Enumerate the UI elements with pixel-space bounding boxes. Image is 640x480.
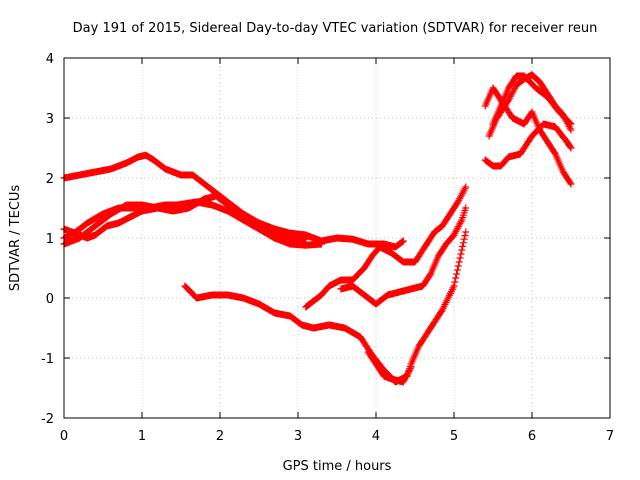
data-point bbox=[461, 185, 469, 193]
data-point bbox=[453, 270, 461, 278]
data-point bbox=[460, 235, 468, 243]
x-tick-label: 3 bbox=[294, 429, 302, 444]
y-tick-label: 0 bbox=[46, 292, 54, 307]
x-tick-label: 7 bbox=[606, 429, 614, 444]
y-tick-label: 3 bbox=[46, 112, 54, 127]
x-tick-label: 2 bbox=[216, 429, 224, 444]
series-trace-j bbox=[481, 120, 575, 170]
x-tick-label: 4 bbox=[372, 429, 380, 444]
data-point bbox=[567, 144, 575, 152]
data-point bbox=[302, 235, 310, 243]
data-point bbox=[399, 237, 407, 245]
data-point bbox=[458, 246, 466, 254]
data-point bbox=[566, 143, 574, 151]
x-tick-label: 1 bbox=[138, 429, 146, 444]
data-point bbox=[407, 363, 415, 371]
y-tick-label: 2 bbox=[46, 172, 54, 187]
chart-title: Day 191 of 2015, Sidereal Day-to-day VTE… bbox=[73, 21, 598, 36]
data-point bbox=[405, 366, 413, 374]
data-point bbox=[567, 180, 575, 188]
series-trace-i bbox=[481, 84, 575, 188]
x-tick-label: 6 bbox=[528, 429, 536, 444]
y-tick-label: -1 bbox=[41, 352, 54, 367]
data-point bbox=[451, 278, 459, 286]
plot-frame bbox=[63, 57, 611, 419]
data-point bbox=[461, 232, 469, 240]
data-point bbox=[566, 119, 574, 127]
y-tick-label: 1 bbox=[46, 232, 54, 247]
data-point bbox=[508, 89, 516, 97]
x-axis-label: GPS time / hours bbox=[283, 459, 392, 474]
data-point bbox=[567, 126, 575, 134]
series-trace-g bbox=[337, 204, 470, 308]
data-point bbox=[204, 197, 212, 205]
data-point bbox=[451, 229, 459, 237]
data-point bbox=[459, 242, 467, 250]
data-layer bbox=[60, 71, 575, 386]
data-point bbox=[400, 376, 408, 384]
data-point bbox=[457, 191, 465, 199]
data-point bbox=[456, 219, 464, 227]
data-point bbox=[453, 224, 461, 232]
data-point bbox=[398, 238, 406, 246]
data-point bbox=[462, 183, 470, 191]
axis-layer: 0 1 2 3 4 5 6 7 -2 -1 0 1 2 3 4 bbox=[41, 52, 614, 444]
data-point bbox=[455, 258, 463, 266]
x-tick-label: 0 bbox=[60, 429, 68, 444]
data-point bbox=[456, 254, 464, 262]
data-point bbox=[510, 86, 518, 94]
y-tick-label: 4 bbox=[46, 52, 54, 67]
series-trace-d bbox=[60, 197, 212, 242]
y-tick-label: -2 bbox=[41, 412, 54, 427]
series-trace-e bbox=[181, 228, 470, 386]
data-point bbox=[317, 240, 325, 248]
data-point bbox=[450, 282, 458, 290]
data-point bbox=[454, 262, 462, 270]
data-point bbox=[453, 266, 461, 274]
series-trace-h bbox=[364, 348, 415, 386]
data-point bbox=[462, 228, 470, 236]
data-point bbox=[459, 239, 467, 247]
data-point bbox=[457, 218, 465, 226]
data-point bbox=[455, 196, 463, 204]
data-point bbox=[406, 365, 414, 373]
data-point bbox=[403, 371, 411, 379]
data-point bbox=[452, 274, 460, 282]
x-tick-label: 5 bbox=[450, 429, 458, 444]
data-point bbox=[460, 186, 468, 194]
series-trace-l bbox=[489, 72, 575, 128]
data-point bbox=[567, 120, 575, 128]
series-trace-a bbox=[60, 151, 407, 251]
data-point bbox=[457, 250, 465, 258]
data-point bbox=[398, 238, 406, 246]
series-trace-f bbox=[302, 183, 470, 311]
data-point bbox=[462, 204, 470, 212]
y-axis-label: SDTVAR / TECUs bbox=[8, 185, 23, 292]
data-point bbox=[511, 84, 519, 92]
data-point bbox=[566, 179, 574, 187]
